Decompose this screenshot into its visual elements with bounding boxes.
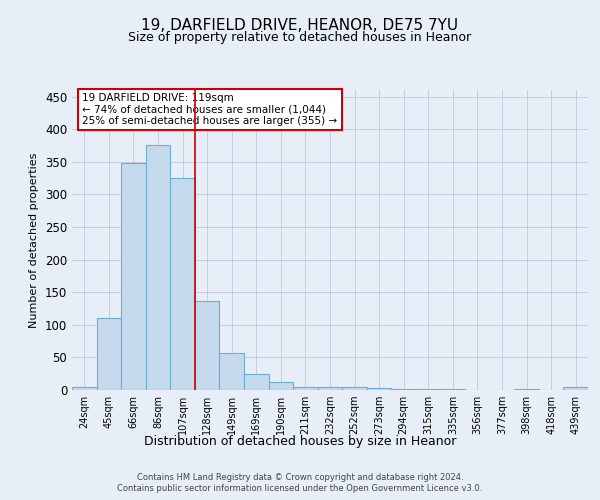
Bar	[293, 386, 318, 390]
Bar	[318, 386, 342, 390]
Text: Size of property relative to detached houses in Heanor: Size of property relative to detached ho…	[128, 31, 472, 44]
Bar	[342, 386, 367, 390]
Bar	[367, 388, 391, 390]
Text: Distribution of detached houses by size in Heanor: Distribution of detached houses by size …	[144, 435, 456, 448]
Bar	[244, 374, 269, 390]
Bar	[170, 178, 195, 390]
Bar	[563, 386, 588, 390]
Bar	[220, 353, 244, 390]
Bar	[146, 146, 170, 390]
Bar	[121, 163, 146, 390]
Bar	[391, 388, 416, 390]
Bar	[72, 386, 97, 390]
Text: 19, DARFIELD DRIVE, HEANOR, DE75 7YU: 19, DARFIELD DRIVE, HEANOR, DE75 7YU	[142, 18, 458, 32]
Text: 19 DARFIELD DRIVE: 119sqm
← 74% of detached houses are smaller (1,044)
25% of se: 19 DARFIELD DRIVE: 119sqm ← 74% of detac…	[82, 93, 337, 126]
Bar	[97, 318, 121, 390]
Text: Contains HM Land Registry data © Crown copyright and database right 2024.: Contains HM Land Registry data © Crown c…	[137, 472, 463, 482]
Bar	[195, 300, 220, 390]
Text: Contains public sector information licensed under the Open Government Licence v3: Contains public sector information licen…	[118, 484, 482, 493]
Bar	[269, 382, 293, 390]
Y-axis label: Number of detached properties: Number of detached properties	[29, 152, 40, 328]
